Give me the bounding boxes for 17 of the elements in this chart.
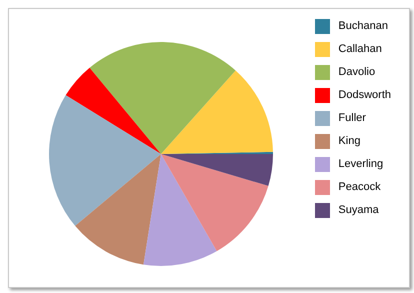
legend-label: Leverling bbox=[338, 158, 384, 170]
pie-slice bbox=[66, 68, 161, 154]
pie-slice bbox=[90, 42, 236, 154]
legend-label: Davolio bbox=[338, 66, 376, 78]
legend-label: Fuller bbox=[338, 112, 366, 124]
legend-label: Callahan bbox=[338, 43, 382, 55]
legend-label: King bbox=[338, 135, 360, 147]
pie-slice bbox=[49, 95, 161, 226]
pie-slice bbox=[161, 154, 273, 186]
pie-slice bbox=[161, 70, 273, 154]
pie-slice bbox=[143, 154, 217, 266]
pie-slice bbox=[161, 154, 268, 252]
legend-label: Dodsworth bbox=[338, 89, 391, 101]
pie-slice bbox=[75, 154, 161, 265]
legend-label: Suyama bbox=[338, 204, 379, 216]
legend-label: Buchanan bbox=[338, 20, 388, 32]
legend-label: Peacock bbox=[338, 181, 381, 193]
